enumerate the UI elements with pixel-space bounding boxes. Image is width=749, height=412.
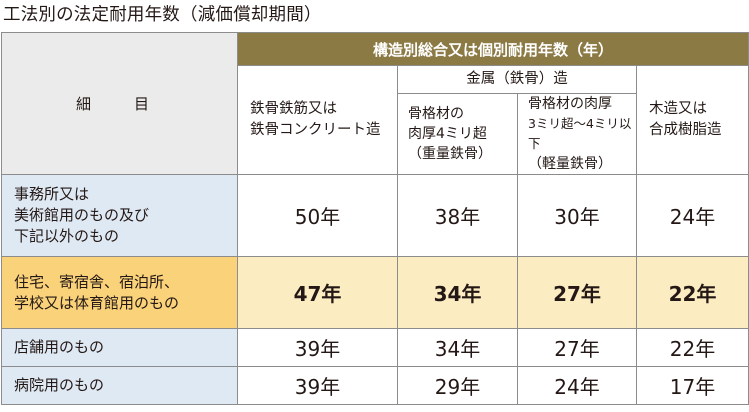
header-wood-line1: 木造又は	[649, 101, 707, 117]
value-cell: 39年	[237, 328, 398, 367]
header-wood: 木造又は 合成樹脂造	[635, 65, 749, 175]
header-src-steel: 鉄骨鉄筋又は 鉄骨コンクリート造	[237, 65, 398, 175]
row-label: 事務所又は 美術館用のもの及び 下記以外のもの	[1, 174, 238, 257]
header-heavy-steel: 骨格材の 肉厚4ミリ超 （重量鉄骨）	[397, 93, 518, 175]
header-structure-group: 構造別総合又は個別耐用年数（年）	[236, 32, 749, 66]
value-cell: 34年	[397, 328, 518, 367]
header-src-line2: 鉄骨コンクリート造	[250, 122, 381, 138]
row-label-line: 美術館用のもの及び	[14, 206, 150, 224]
row-label: 住宅、寄宿舎、宿泊所、 学校又は体育館用のもの	[1, 256, 238, 329]
header-heavy-line2: 肉厚4ミリ超	[408, 126, 487, 142]
table-row: 店舗用のもの 39年 34年 27年 22年	[1, 328, 749, 367]
value-cell: 50年	[237, 174, 398, 257]
value-cell: 27年	[517, 328, 637, 367]
header-heavy-line1: 骨格材の	[408, 106, 464, 122]
table-row: 事務所又は 美術館用のもの及び 下記以外のもの 50年 38年 30年 24年	[1, 174, 749, 257]
row-label-line: 学校又は体育館用のもの	[14, 293, 180, 312]
header-item: 細 目	[1, 32, 238, 175]
row-label: 店舗用のもの	[1, 328, 238, 367]
value-cell: 39年	[237, 366, 398, 405]
value-cell: 34年	[397, 256, 518, 329]
value-cell: 24年	[635, 174, 749, 257]
value-cell: 27年	[517, 256, 637, 329]
row-label-line: 事務所又は	[14, 185, 90, 203]
table-row-highlight: 住宅、寄宿舎、宿泊所、 学校又は体育館用のもの 47年 34年 27年 22年	[1, 256, 749, 329]
value-cell: 29年	[397, 366, 518, 405]
header-heavy-line3: （重量鉄骨）	[408, 146, 492, 162]
row-label: 病院用のもの	[1, 366, 238, 405]
row-label-line: 住宅、寄宿舎、宿泊所、	[14, 272, 180, 291]
row-label-line: 下記以外のもの	[14, 227, 120, 245]
page-title: 工法別の法定耐用年数（減価償却期間）	[3, 5, 322, 25]
header-metal-group: 金属（鉄骨）造	[397, 65, 637, 94]
table-row: 病院用のもの 39年 29年 24年 17年	[1, 366, 749, 405]
value-cell: 47年	[237, 256, 398, 329]
header-light-line1: 骨格材の肉厚	[528, 96, 612, 112]
value-cell: 38年	[397, 174, 518, 257]
value-cell: 17年	[635, 366, 749, 405]
value-cell: 30年	[517, 174, 637, 257]
header-light-line2: 3ミリ超～4ミリ以下	[528, 116, 632, 151]
header-src-line1: 鉄骨鉄筋又は	[250, 101, 337, 117]
header-light-line3: （軽量鉄骨）	[528, 156, 612, 172]
value-cell: 22年	[635, 256, 749, 329]
header-wood-line2: 合成樹脂造	[649, 122, 722, 138]
value-cell: 22年	[635, 328, 749, 367]
header-light-steel: 骨格材の肉厚 3ミリ超～4ミリ以下 （軽量鉄骨）	[517, 93, 637, 175]
useful-life-table: 細 目 構造別総合又は個別耐用年数（年） 鉄骨鉄筋又は 鉄骨コンクリート造 金属…	[1, 32, 749, 405]
value-cell: 24年	[517, 366, 637, 405]
